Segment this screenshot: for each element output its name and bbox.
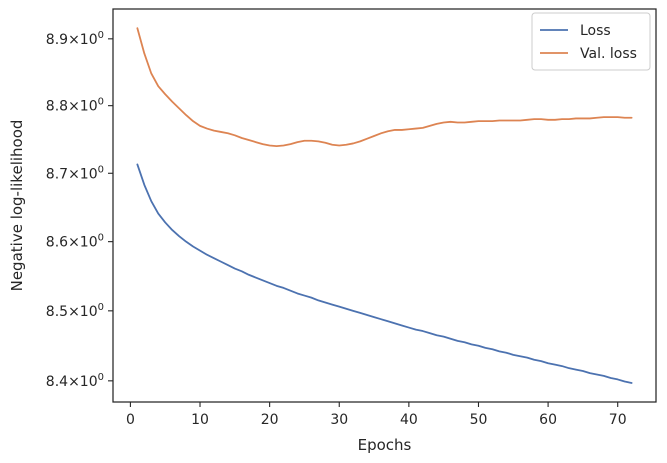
plot-frame bbox=[112, 8, 657, 403]
y-tick-base: 8.8 bbox=[46, 99, 68, 115]
y-tick-label: 8.6×100 bbox=[46, 233, 104, 251]
series-line-loss bbox=[136, 163, 633, 384]
x-tick-label: 70 bbox=[609, 412, 627, 428]
x-tick-label: 50 bbox=[470, 412, 488, 428]
y-tick-times: × bbox=[68, 374, 80, 390]
x-tick-label: 0 bbox=[126, 412, 135, 428]
y-tick-label: 8.5×100 bbox=[46, 302, 104, 320]
y-tick-power: 10 bbox=[80, 32, 98, 48]
y-tick-power: 10 bbox=[80, 374, 98, 390]
y-tick-times: × bbox=[68, 32, 80, 48]
x-tick-label: 40 bbox=[400, 412, 418, 428]
y-tick-base: 8.6 bbox=[46, 235, 68, 251]
series-layer bbox=[136, 27, 633, 384]
y-tick-exp: 0 bbox=[98, 97, 104, 108]
y-tick-power: 10 bbox=[80, 235, 98, 251]
y-tick-exp: 0 bbox=[98, 30, 104, 41]
y-tick-base: 8.7 bbox=[46, 166, 68, 182]
y-tick-base: 8.4 bbox=[46, 374, 68, 390]
legend-label-val-loss: Val. loss bbox=[580, 46, 637, 62]
y-tick-exp: 0 bbox=[98, 302, 104, 313]
x-tick-label: 60 bbox=[539, 412, 557, 428]
x-axis-ticks: 0 10 20 30 40 50 60 70 bbox=[126, 402, 627, 428]
y-axis-ticks: 8.4×1008.5×1008.6×1008.7×1008.8×1008.9×1… bbox=[46, 30, 113, 390]
y-tick-power: 10 bbox=[80, 99, 98, 115]
x-axis-label: Epochs bbox=[358, 436, 412, 454]
y-tick-label: 8.7×100 bbox=[46, 164, 104, 182]
legend-label-loss: Loss bbox=[580, 23, 611, 39]
y-axis-label: Negative log-likelihood bbox=[8, 120, 26, 292]
y-tick-times: × bbox=[68, 99, 80, 115]
series-line-val-loss bbox=[136, 27, 633, 148]
y-tick-times: × bbox=[68, 166, 80, 182]
legend: Loss Val. loss bbox=[531, 12, 651, 71]
x-tick-label: 20 bbox=[261, 412, 279, 428]
y-tick-exp: 0 bbox=[98, 164, 104, 175]
y-tick-times: × bbox=[68, 304, 80, 320]
y-tick-exp: 0 bbox=[98, 372, 104, 383]
legend-box bbox=[531, 12, 651, 71]
x-tick-label: 30 bbox=[330, 412, 348, 428]
y-tick-times: × bbox=[68, 235, 80, 251]
y-tick-base: 8.5 bbox=[46, 304, 68, 320]
y-tick-label: 8.4×100 bbox=[46, 372, 104, 390]
y-tick-label: 8.8×100 bbox=[46, 97, 104, 115]
y-tick-power: 10 bbox=[80, 166, 98, 182]
x-tick-label: 10 bbox=[191, 412, 209, 428]
y-tick-base: 8.9 bbox=[46, 32, 68, 48]
y-tick-power: 10 bbox=[80, 304, 98, 320]
y-tick-exp: 0 bbox=[98, 233, 104, 244]
y-tick-label: 8.9×100 bbox=[46, 30, 104, 48]
